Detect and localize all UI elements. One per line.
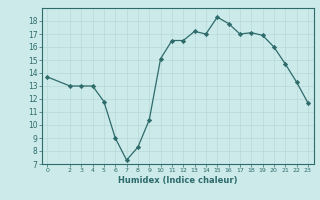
X-axis label: Humidex (Indice chaleur): Humidex (Indice chaleur) (118, 176, 237, 185)
